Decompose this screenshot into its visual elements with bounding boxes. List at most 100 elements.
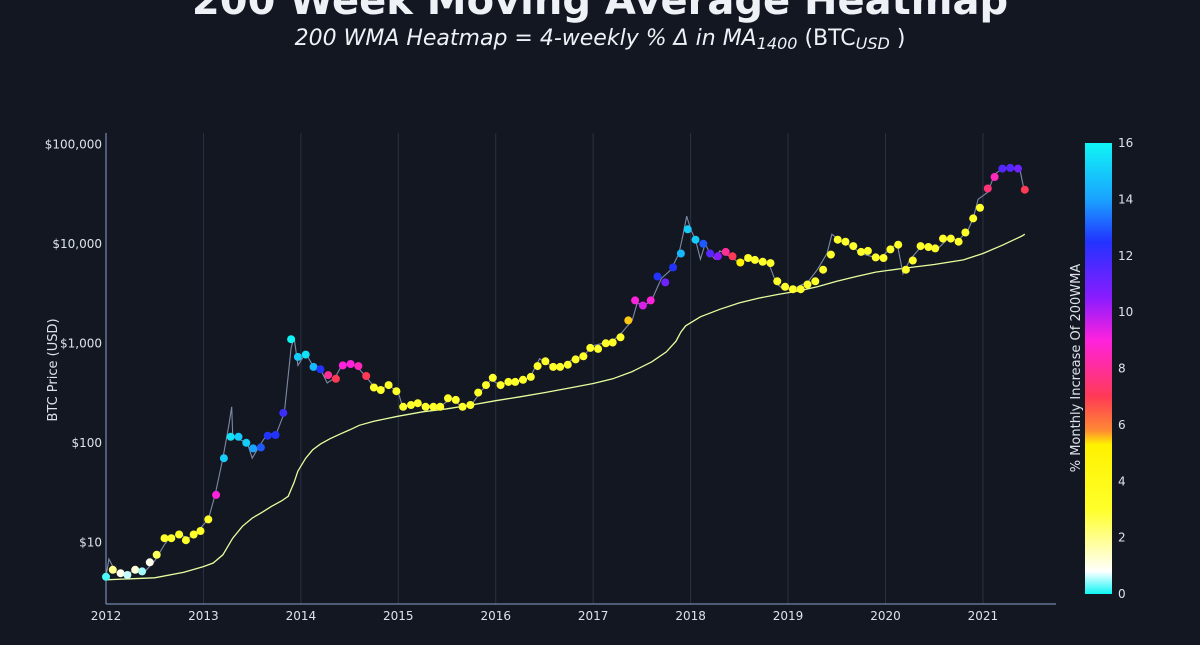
- chart-title: 200 Week Moving Average Heatmap: [191, 0, 1009, 24]
- heatmap-point: [189, 530, 198, 539]
- heatmap-point: [571, 355, 580, 364]
- heatmap-point: [788, 285, 797, 294]
- heatmap-point: [601, 339, 610, 348]
- heatmap-point: [736, 258, 745, 267]
- colorbar-title: % Monthly Increase Of 200WMA: [1069, 264, 1084, 473]
- heatmap-point: [954, 237, 963, 246]
- heatmap-point: [781, 282, 790, 291]
- heatmap-point: [646, 296, 655, 305]
- heatmap-point: [458, 402, 467, 411]
- colorbar-tick-label: 10: [1118, 305, 1133, 319]
- heatmap-point: [849, 242, 858, 251]
- heatmap-point: [908, 256, 917, 265]
- heatmap-point: [811, 277, 820, 286]
- heatmap-point: [219, 454, 228, 463]
- heatmap-point: [123, 571, 132, 579]
- x-tick-label: 2016: [480, 609, 511, 623]
- heatmap-point: [436, 402, 445, 411]
- heatmap-point: [616, 333, 625, 342]
- heatmap-point: [886, 245, 895, 254]
- x-tick-label: 2012: [91, 609, 122, 623]
- heatmap-point: [451, 395, 460, 404]
- heatmap-point: [421, 402, 430, 411]
- heatmap-point: [750, 255, 759, 264]
- heatmap-point: [857, 247, 866, 256]
- heatmap-point: [249, 444, 258, 453]
- heatmap-point: [196, 527, 205, 535]
- heatmap-point: [175, 530, 184, 539]
- heatmap-point: [324, 371, 333, 380]
- heatmap-point: [541, 357, 550, 366]
- heatmap-point: [131, 565, 140, 574]
- heatmap-point: [826, 250, 835, 259]
- heatmap-point: [474, 388, 483, 397]
- heatmap-point: [488, 373, 497, 382]
- y-tick-label: $100,000: [45, 137, 102, 151]
- heatmap-point: [226, 432, 235, 441]
- heatmap-point: [511, 377, 520, 386]
- heatmap-point: [841, 237, 850, 246]
- heatmap-point: [946, 234, 955, 243]
- heatmap-point: [138, 567, 147, 576]
- colorbar: [1085, 143, 1112, 594]
- heatmap-point: [976, 203, 984, 212]
- colorbar-tick-label: 2: [1118, 531, 1126, 545]
- heatmap-point: [399, 402, 408, 411]
- heatmap-point: [608, 338, 617, 347]
- heatmap-point: [301, 350, 310, 359]
- heatmap-point: [624, 316, 633, 325]
- heatmap-point: [773, 277, 782, 286]
- heatmap-point: [466, 401, 475, 409]
- heatmap-point: [796, 285, 805, 294]
- heatmap-point: [699, 239, 708, 248]
- heatmap-point: [983, 184, 992, 193]
- heatmap-point: [392, 387, 401, 396]
- heatmap-point: [803, 280, 812, 289]
- heatmap-point: [429, 402, 438, 411]
- heatmap-point: [594, 344, 603, 353]
- colorbar-tick-label: 14: [1118, 192, 1133, 206]
- heatmap-point: [338, 361, 347, 370]
- heatmap-point: [407, 401, 415, 409]
- heatmap-point: [145, 558, 154, 567]
- y-axis-label: BTC Price (USD): [46, 318, 61, 421]
- colorbar-tick-label: 12: [1118, 249, 1133, 263]
- colorbar-tick-label: 0: [1118, 587, 1126, 601]
- heatmap-point: [152, 550, 161, 559]
- heatmap-point: [713, 252, 722, 261]
- heatmap-point: [204, 515, 213, 524]
- heatmap-point: [316, 365, 325, 374]
- heatmap-point: [990, 173, 999, 181]
- heatmap-point: [833, 235, 842, 244]
- heatmap-point: [638, 301, 647, 310]
- heatmap-point: [939, 234, 947, 243]
- subtitle-ma-subscript: 1400: [756, 34, 798, 53]
- axes: [105, 133, 1056, 605]
- heatmap-point: [894, 240, 903, 249]
- x-tick-label: 2013: [188, 609, 219, 623]
- x-tick-label: 2021: [968, 609, 999, 623]
- heatmap-point: [721, 247, 730, 256]
- heatmap-point: [706, 249, 715, 258]
- x-tick-label: 2015: [383, 609, 414, 623]
- heatmap-points: [102, 163, 1029, 581]
- x-tick-label: 2014: [286, 609, 317, 623]
- heatmap-point: [579, 352, 588, 361]
- heatmap-point: [362, 372, 371, 380]
- heatmap-point: [482, 381, 490, 390]
- heatmap-point: [1014, 164, 1022, 173]
- heatmap-point: [309, 362, 318, 371]
- heatmap-point: [160, 534, 169, 543]
- heatmap-point: [691, 235, 700, 244]
- colorbar-tick-label: 4: [1118, 474, 1126, 488]
- heatmap-point: [758, 257, 767, 266]
- heatmap-point: [331, 374, 340, 383]
- heatmap-point: [998, 164, 1007, 173]
- heatmap-point: [346, 360, 355, 368]
- heatmap-point: [969, 214, 978, 223]
- heatmap-point: [901, 265, 910, 274]
- heatmap-point: [586, 343, 595, 352]
- grid-lines: [105, 133, 984, 604]
- heatmap-point: [653, 272, 662, 281]
